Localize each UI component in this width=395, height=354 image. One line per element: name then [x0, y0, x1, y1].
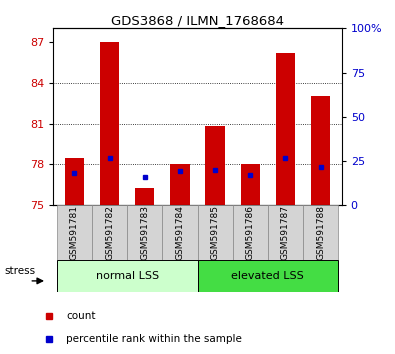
Text: GSM591785: GSM591785 [211, 205, 220, 260]
Bar [241, 165, 260, 205]
Text: GSM591788: GSM591788 [316, 205, 325, 260]
Text: percentile rank within the sample: percentile rank within the sample [66, 334, 242, 344]
Text: GSM591784: GSM591784 [175, 205, 184, 260]
Text: GSM591783: GSM591783 [140, 205, 149, 260]
Bar [92, 205, 127, 260]
Bar [205, 126, 225, 205]
Bar [276, 53, 295, 205]
Text: elevated LSS: elevated LSS [231, 271, 304, 281]
Text: GSM591787: GSM591787 [281, 205, 290, 260]
Text: GSM591786: GSM591786 [246, 205, 255, 260]
Text: stress: stress [4, 266, 36, 276]
Bar [303, 205, 338, 260]
Text: GSM591782: GSM591782 [105, 205, 114, 260]
Bar [233, 205, 268, 260]
Bar [100, 42, 119, 205]
Text: GSM591781: GSM591781 [70, 205, 79, 260]
Bar [162, 205, 198, 260]
Bar [57, 205, 92, 260]
Bar [268, 205, 303, 260]
Text: count: count [66, 311, 96, 321]
Text: normal LSS: normal LSS [96, 271, 159, 281]
Bar [57, 260, 198, 292]
Bar [198, 260, 338, 292]
Bar [198, 205, 233, 260]
Bar [127, 205, 162, 260]
Bar [170, 165, 190, 205]
Bar [135, 188, 154, 205]
Title: GDS3868 / ILMN_1768684: GDS3868 / ILMN_1768684 [111, 14, 284, 27]
Bar [311, 96, 330, 205]
Bar [65, 158, 84, 205]
